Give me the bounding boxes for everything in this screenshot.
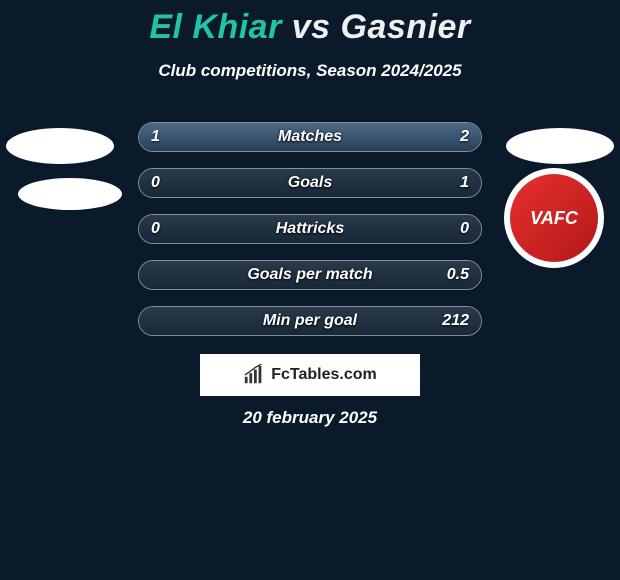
stat-value-right: 0.5 xyxy=(447,266,469,284)
stat-row: 0 Hattricks 0 xyxy=(138,214,482,244)
stat-value-left: 0 xyxy=(151,174,160,192)
footer-badge: FcTables.com xyxy=(200,354,420,396)
subtitle: Club competitions, Season 2024/2025 xyxy=(0,61,620,81)
stat-row: 0 Goals 1 xyxy=(138,168,482,198)
stat-row: Min per goal 212 xyxy=(138,306,482,336)
title-vs: vs xyxy=(292,8,331,46)
stat-value-left: 1 xyxy=(151,128,160,146)
date-text: 20 february 2025 xyxy=(0,408,620,428)
player2-club-logo-1 xyxy=(506,128,614,164)
player2-club-logo-vafc: VAFC xyxy=(504,168,604,268)
stat-row: Goals per match 0.5 xyxy=(138,260,482,290)
vafc-badge-text: VAFC xyxy=(530,208,578,229)
stat-row: 1 Matches 2 xyxy=(138,122,482,152)
player1-club-logo-1 xyxy=(6,128,114,164)
stat-value-right: 212 xyxy=(442,312,469,330)
comparison-infographic: El Khiar vs Gasnier Club competitions, S… xyxy=(0,0,620,580)
stat-label: Min per goal xyxy=(263,312,357,330)
page-title: El Khiar vs Gasnier xyxy=(0,0,620,47)
stat-value-right: 0 xyxy=(460,220,469,238)
player1-club-logo-2 xyxy=(18,178,122,210)
stat-label: Goals per match xyxy=(247,266,372,284)
stat-rows: 1 Matches 2 0 Goals 1 0 Hattricks 0 Goals per mat… xyxy=(138,122,482,352)
stat-value-right: 1 xyxy=(460,174,469,192)
stat-label: Hattricks xyxy=(276,220,344,238)
stat-label: Matches xyxy=(278,128,342,146)
stat-label: Goals xyxy=(288,174,332,192)
bar-chart-icon xyxy=(243,364,265,386)
stat-value-left: 0 xyxy=(151,220,160,238)
stat-value-right: 2 xyxy=(460,128,469,146)
player1-name: El Khiar xyxy=(149,8,281,46)
footer-brand-text: FcTables.com xyxy=(271,366,377,384)
player2-name: Gasnier xyxy=(341,8,471,46)
